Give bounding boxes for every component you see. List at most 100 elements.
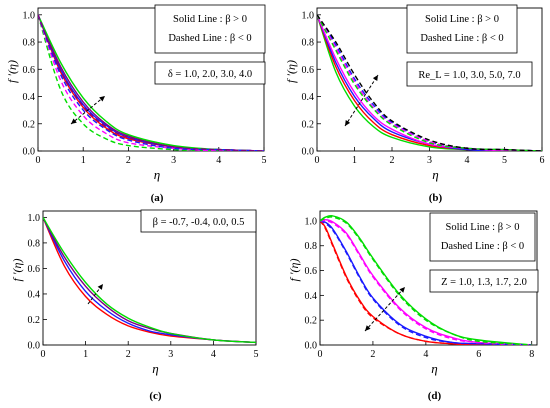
panel-caption: (b): [429, 192, 443, 204]
x-tick-label: 5: [254, 349, 259, 360]
y-axis-label: f ′(η): [284, 60, 298, 83]
x-tick-label: 2: [390, 155, 395, 166]
parameter-annotation: β = -0.7, -0.4, 0.0, 0.5: [153, 217, 245, 228]
y-tick-label: 0.4: [23, 92, 36, 103]
y-tick-label: 1.0: [28, 213, 41, 224]
series-line-red-solid: [43, 217, 256, 344]
legend-box: [154, 4, 266, 54]
panel-b: 0 1 2 3 4 5 6 0.0 0.2 0.4 0.6 0.8 1.0 η f ′(η) (b) Solid…: [280, 0, 550, 205]
x-tick-label: 2: [126, 155, 131, 166]
x-tick-label: 8: [529, 349, 534, 360]
chart-c: 0 1 2 3 4 5 0.0 0.2 0.4 0.6 0.8 1.0 η f ′(η) (c) β = -0…: [10, 209, 259, 402]
x-tick-label: 0: [41, 349, 46, 360]
y-tick-label: 1.0: [23, 10, 36, 21]
x-tick-label: 1: [83, 349, 88, 360]
series-line-magenta-dashed: [38, 14, 264, 151]
series-line-green-solid: [43, 217, 256, 344]
x-tick-label: 3: [427, 155, 432, 166]
y-tick-label: 0.8: [28, 238, 41, 249]
panel-a: 0 1 2 3 4 5 0.0 0.2 0.4 0.6 0.8 1.0 η f ′(η) (a) Solid …: [5, 0, 270, 205]
annotation-box: [429, 269, 539, 293]
x-tick-label: 4: [465, 155, 470, 166]
trend-arrow: [70, 95, 106, 125]
y-tick-label: 0.8: [23, 38, 36, 49]
series-line-blue-dashed: [320, 220, 532, 345]
x-tick-label: 6: [540, 155, 545, 166]
y-axis-label: f ′(η): [5, 60, 19, 83]
x-tick-label: 0: [315, 155, 320, 166]
series-line-blue-dashed: [317, 14, 542, 151]
y-tick-label: 0.4: [305, 291, 318, 302]
legend-entry: Dashed Line : β < 0: [420, 33, 503, 44]
parameter-annotation: Re_L = 1.0, 3.0, 5.0, 7.0: [418, 70, 520, 81]
y-tick-label: 0.2: [23, 119, 36, 130]
chart-a: 0 1 2 3 4 5 0.0 0.2 0.4 0.6 0.8 1.0 η f ′(η) (a) Solid …: [5, 4, 267, 204]
y-tick-label: 0.6: [302, 65, 315, 76]
legend-box: [429, 212, 536, 262]
y-tick-label: 0.0: [305, 341, 318, 352]
x-axis-label: η: [152, 361, 158, 376]
legend-entry: Solid Line : β > 0: [425, 14, 499, 25]
y-axis-label: f ′(η): [10, 259, 24, 282]
x-tick-label: 1: [352, 155, 357, 166]
trend-arrow: [364, 286, 406, 332]
legend-entry: Dashed Line : β < 0: [168, 33, 251, 44]
series-line-magenta-dashed: [317, 14, 542, 151]
legend-box: [406, 4, 518, 54]
series-line-red-dashed: [320, 220, 532, 345]
y-tick-label: 0.6: [305, 266, 318, 277]
annotation-box: [140, 209, 257, 233]
trend-arrow: [344, 74, 379, 127]
chart-b: 0 1 2 3 4 5 6 0.0 0.2 0.4 0.6 0.8 1.0 η f ′(η) (b) Solid…: [284, 4, 545, 204]
series-line-black-dashed: [317, 14, 542, 151]
y-tick-label: 0.6: [28, 264, 41, 275]
x-tick-label: 0: [36, 155, 41, 166]
y-tick-label: 0.2: [302, 119, 315, 130]
y-tick-label: 0.4: [28, 289, 41, 300]
x-tick-label: 2: [126, 349, 131, 360]
panel-caption: (d): [428, 390, 442, 402]
y-tick-label: 0.4: [302, 92, 315, 103]
x-tick-label: 4: [211, 349, 216, 360]
legend-entry: Solid Line : β > 0: [446, 222, 520, 233]
x-tick-label: 1: [81, 155, 86, 166]
y-tick-label: 0.8: [305, 241, 318, 252]
y-tick-label: 0.0: [28, 341, 41, 352]
x-tick-label: 2: [370, 349, 375, 360]
chart-d: 0 2 4 6 8 0.0 0.2 0.4 0.6 0.8 1.0 η f ′(η) (d) Solid L…: [287, 210, 539, 402]
panel-c: 0 1 2 3 4 5 0.0 0.2 0.4 0.6 0.8 1.0 η f ′(η) (c) β = -0…: [5, 200, 270, 403]
y-tick-label: 0.0: [23, 147, 36, 158]
x-tick-label: 5: [262, 155, 267, 166]
panel-caption: (c): [149, 390, 162, 402]
series-line-magenta-solid: [320, 218, 532, 345]
annotation-box: [154, 61, 266, 85]
x-tick-label: 5: [502, 155, 507, 166]
x-tick-label: 4: [423, 349, 428, 360]
trend-arrow: [87, 283, 104, 305]
parameter-annotation: δ = 1.0, 2.0, 3.0, 4.0: [168, 69, 252, 80]
parameter-annotation: Z = 1.0, 1.3, 1.7, 2.0: [441, 277, 527, 288]
legend-entry: Solid Line : β > 0: [173, 14, 247, 25]
series-line-magenta-dashed: [320, 220, 532, 345]
x-axis-label: η: [431, 361, 437, 376]
x-tick-label: 4: [216, 155, 221, 166]
y-tick-label: 0.0: [302, 147, 315, 158]
series-line-purple-dashed: [38, 14, 264, 151]
series-line-magenta-solid: [317, 14, 542, 151]
annotation-box: [406, 61, 533, 87]
series-line-blue-solid: [43, 217, 256, 344]
y-tick-label: 0.2: [305, 316, 318, 327]
x-tick-label: 3: [168, 349, 173, 360]
series-line-green-solid: [320, 214, 532, 345]
y-tick-label: 0.8: [302, 38, 315, 49]
x-tick-label: 0: [318, 349, 323, 360]
y-tick-label: 0.2: [28, 315, 41, 326]
x-axis-label: η: [432, 167, 438, 182]
series-line-green-dashed: [317, 14, 542, 151]
y-tick-label: 1.0: [305, 216, 318, 227]
panel-d: 0 2 4 6 8 0.0 0.2 0.4 0.6 0.8 1.0 η f ′(η) (d) Solid L…: [280, 200, 550, 403]
y-tick-label: 0.6: [23, 65, 36, 76]
x-axis-label: η: [154, 167, 160, 182]
legend-entry: Dashed Line : β < 0: [441, 241, 524, 252]
